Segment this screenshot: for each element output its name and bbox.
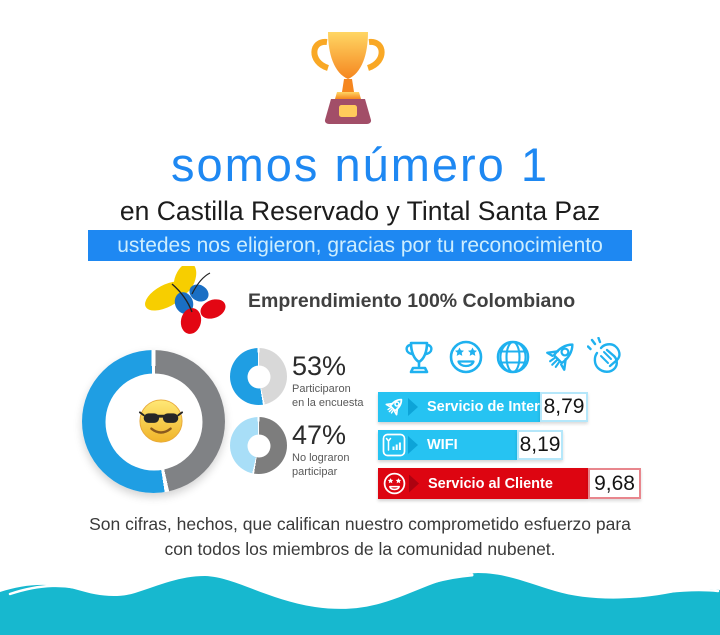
small-donut-2 xyxy=(230,417,287,474)
rocket-icon xyxy=(546,343,574,371)
globe-icon xyxy=(496,340,530,374)
star-struck-icon xyxy=(382,471,407,496)
stat-47-label: No lograron participar xyxy=(292,452,350,478)
sunglasses-emoji xyxy=(138,399,184,443)
rating-row-internet: Servicio de Internet 8,79 xyxy=(378,392,658,422)
rocket-icon xyxy=(382,395,406,419)
wifi-signal-icon xyxy=(382,433,406,457)
page-title: somos número 1 xyxy=(170,138,550,191)
small-donut-1 xyxy=(230,348,287,405)
trophy-emoji xyxy=(311,32,385,124)
page-subtitle: en Castilla Reservado y Tintal Santa Paz xyxy=(119,196,601,226)
ratings-bars: Servicio de Internet 8,79 WIFI 8,1 xyxy=(378,392,658,499)
rating-bar-internet: Servicio de Internet xyxy=(378,392,562,422)
chevron-right-icon xyxy=(409,474,419,493)
rating-label: WIFI xyxy=(427,437,458,453)
footer-paragraph: Son cifras, hechos, que califican nuestr… xyxy=(89,514,631,559)
rating-bar-wifi: WIFI xyxy=(378,430,517,460)
rating-value: 9,68 xyxy=(588,468,641,499)
stat-53-label: Participaron en la encuesta xyxy=(292,383,364,409)
wave-decoration xyxy=(0,570,720,635)
star-struck-icon xyxy=(449,340,483,374)
feature-icons-row xyxy=(399,337,627,377)
chevron-right-icon xyxy=(408,398,418,416)
trophy-icon xyxy=(405,341,433,374)
rating-row-wifi: WIFI 8,19 xyxy=(378,430,658,460)
butterfly-icon xyxy=(145,266,226,334)
brand-line: Emprendimiento 100% Colombiano xyxy=(248,290,576,312)
rating-value: 8,79 xyxy=(540,392,588,422)
rating-row-cliente: Servicio al Cliente 9,68 xyxy=(378,468,658,499)
stat-53-percent: 53% xyxy=(292,351,347,381)
chevron-right-icon xyxy=(408,436,418,454)
clapping-hands-icon xyxy=(587,337,621,373)
rating-label: Servicio al Cliente xyxy=(428,475,553,492)
stat-47-percent: 47% xyxy=(292,420,347,450)
rating-value: 8,19 xyxy=(517,430,563,460)
rating-bar-cliente: Servicio al Cliente xyxy=(378,468,588,499)
highlight-banner: ustedes nos eligieron, gracias por tu re… xyxy=(88,230,632,261)
rating-label: Servicio de Internet xyxy=(427,399,562,415)
